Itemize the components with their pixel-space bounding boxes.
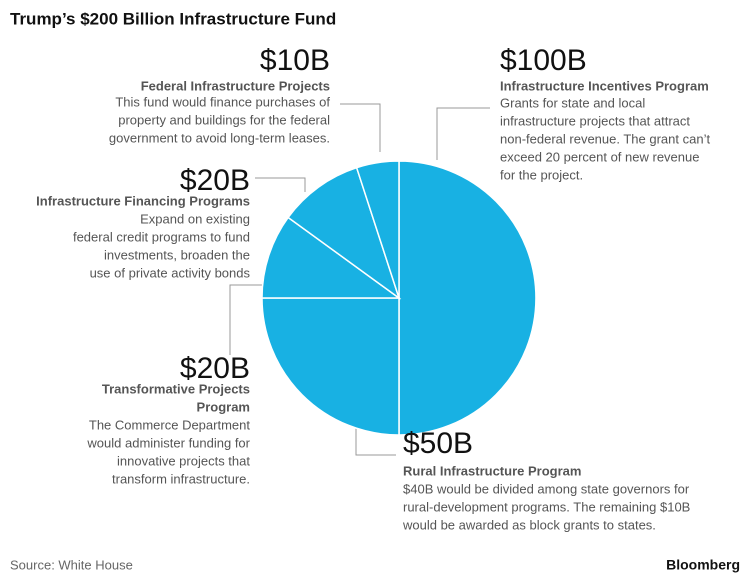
description: use of private activity bonds <box>90 265 251 280</box>
leader-line <box>255 177 306 192</box>
description: for the project. <box>500 167 583 182</box>
source: Source: White House <box>10 557 133 572</box>
description: The Commerce Department <box>89 417 250 432</box>
value-label: $100B <box>500 44 587 77</box>
description: Expand on existing <box>140 211 250 226</box>
category-name: Infrastructure Incentives Program <box>500 78 709 93</box>
pie-slice <box>355 160 400 299</box>
category-name: Infrastructure Financing Programs <box>36 193 250 208</box>
category-name: Program <box>197 399 250 414</box>
description: federal credit programs to fund <box>73 229 250 244</box>
description: exceed 20 percent of new revenue <box>500 149 699 164</box>
description: transform infrastructure. <box>112 471 250 486</box>
category-name: Rural Infrastructure Program <box>403 463 581 478</box>
category-name: Federal Infrastructure Projects <box>141 78 330 93</box>
pie-slice <box>398 160 537 436</box>
description: Grants for state and local <box>500 95 645 110</box>
value-label: $50B <box>403 427 473 460</box>
value-label: $20B <box>180 352 250 385</box>
description: investments, broaden the <box>104 247 250 262</box>
leader-line <box>229 284 264 355</box>
leader-line <box>355 424 396 456</box>
description: rural-development programs. The remainin… <box>403 499 690 514</box>
value-label: $10B <box>260 44 330 77</box>
description: would be awarded as block grants to stat… <box>402 517 656 532</box>
leader-line <box>340 103 381 152</box>
description: would administer funding for <box>86 435 250 450</box>
description: government to avoid long-term leases. <box>109 130 330 145</box>
leader-line <box>436 107 490 160</box>
pie-slice <box>261 297 400 436</box>
description: infrastructure projects that attract <box>500 113 690 128</box>
description: $40B would be divided among state govern… <box>403 481 690 496</box>
pie-slice <box>287 166 401 300</box>
description: property and buildings for the federal <box>118 112 330 127</box>
description: This fund would finance purchases of <box>115 94 330 109</box>
brand: Bloomberg <box>666 557 740 573</box>
chart-title: Trump’s $200 Billion Infrastructure Fund <box>10 9 336 28</box>
description: innovative projects that <box>117 453 250 468</box>
description: non-federal revenue. The grant can’t <box>500 131 710 146</box>
pie-slice <box>261 216 402 299</box>
value-label: $20B <box>180 164 250 197</box>
category-name: Transformative Projects <box>102 381 250 396</box>
